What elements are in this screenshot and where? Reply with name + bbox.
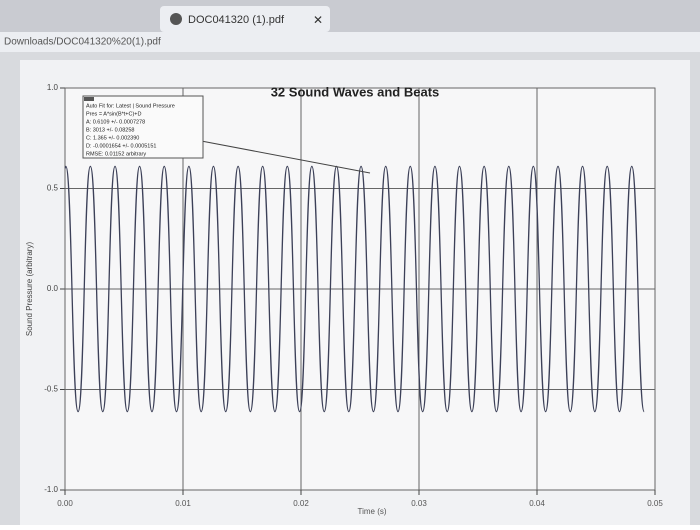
address-bar [0, 32, 700, 52]
x-tick-label: 0.02 [293, 499, 309, 508]
annotation-connector [195, 139, 371, 174]
annotation-box [82, 95, 204, 159]
annotation-line: A: 0.6109 +/- 0.0007278 [86, 119, 145, 125]
y-tick-label: 0.0 [47, 284, 59, 293]
annotation-line: D: -0.0001654 +/- 0.0005151 [86, 143, 157, 149]
chart: 1.0 0.5 0.0 -0.5 -1.0 0.00 0.01 0.02 0.03 0.04 0.0… [25, 83, 663, 516]
y-tick-label: 0.5 [47, 184, 59, 193]
active-tab[interactable] [160, 6, 330, 32]
chart-title: 32 Sound Waves and Beats [271, 84, 440, 99]
x-tick-label: 0.03 [411, 499, 427, 508]
x-tick-label: 0.05 [647, 499, 663, 508]
annotation-line: RMSE: 0.01152 arbitrary [86, 151, 146, 157]
url[interactable]: Downloads/DOC041320%20(1).pdf [4, 37, 161, 48]
y-axis-label: Sound Pressure (arbitrary) [25, 242, 34, 337]
y-tick-label: -1.0 [44, 485, 58, 494]
x-tick-label: 0.04 [529, 499, 545, 508]
annotation-line: Auto Fit for: Latest | Sound Pressure [86, 103, 175, 109]
annotation-line: C: 1.365 +/- 0.002390 [86, 135, 139, 141]
annotation-line: Pres = A*sin(B*t+C)+D [86, 111, 142, 117]
y-tick-label: 1.0 [47, 83, 59, 92]
tab-close[interactable]: ✕ [313, 13, 323, 27]
tab-icon [170, 13, 182, 25]
annotation-line: B: 3013 +/- 0.08258 [86, 127, 134, 133]
tab-title[interactable]: DOC041320 (1).pdf [188, 14, 285, 26]
annotation-header [84, 97, 94, 101]
x-tick-label: 0.00 [57, 499, 73, 508]
data-line [64, 165, 645, 413]
x-axis-label: Time (s) [357, 507, 386, 516]
tab-strip [0, 0, 700, 32]
x-tick-label: 0.01 [175, 499, 191, 508]
y-tick-label: -0.5 [44, 385, 58, 394]
